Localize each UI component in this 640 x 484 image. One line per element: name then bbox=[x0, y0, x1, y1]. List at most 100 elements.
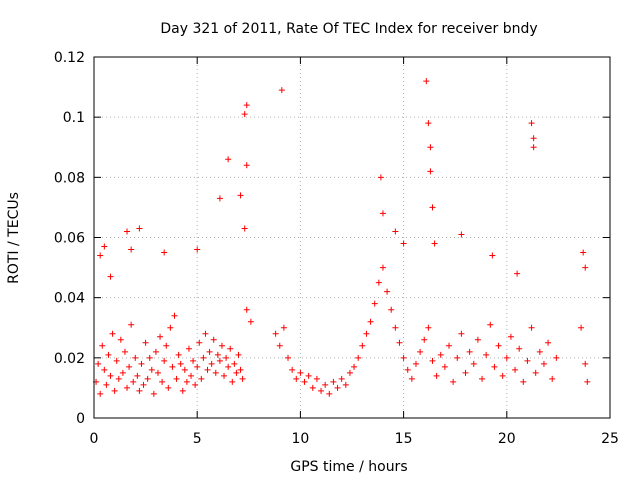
data-point bbox=[101, 243, 108, 250]
data-point bbox=[322, 381, 329, 388]
data-point bbox=[458, 231, 465, 238]
data-point bbox=[148, 366, 155, 373]
data-point bbox=[553, 354, 560, 361]
data-point bbox=[223, 354, 230, 361]
data-point bbox=[181, 366, 188, 373]
x-tick-label: 20 bbox=[498, 431, 516, 447]
data-point bbox=[285, 354, 292, 361]
data-point bbox=[530, 144, 537, 151]
data-point bbox=[99, 342, 106, 349]
data-point bbox=[417, 348, 424, 355]
data-point bbox=[388, 306, 395, 313]
y-tick-label: 0.04 bbox=[54, 291, 85, 307]
data-point bbox=[431, 240, 438, 247]
data-point bbox=[392, 228, 399, 235]
y-tick-label: 0.06 bbox=[54, 231, 85, 247]
data-point bbox=[214, 351, 221, 358]
data-point bbox=[487, 321, 494, 328]
data-point bbox=[454, 354, 461, 361]
data-point bbox=[532, 369, 539, 376]
data-point bbox=[185, 345, 192, 352]
data-point bbox=[154, 369, 161, 376]
data-point bbox=[130, 378, 137, 385]
data-point bbox=[305, 372, 312, 379]
data-point bbox=[105, 351, 112, 358]
data-point bbox=[582, 360, 589, 367]
data-point bbox=[157, 333, 164, 340]
data-point bbox=[375, 279, 382, 286]
data-point bbox=[392, 324, 399, 331]
data-point bbox=[359, 342, 366, 349]
data-point bbox=[237, 192, 244, 199]
data-point bbox=[173, 375, 180, 382]
data-point bbox=[528, 120, 535, 127]
data-point bbox=[313, 375, 320, 382]
plot-border bbox=[93, 56, 611, 419]
data-point bbox=[128, 246, 135, 253]
data-point bbox=[183, 378, 190, 385]
data-point bbox=[396, 339, 403, 346]
data-point bbox=[458, 330, 465, 337]
data-point bbox=[243, 162, 250, 169]
x-tick-label: 0 bbox=[90, 431, 99, 447]
data-point bbox=[326, 390, 333, 397]
data-point bbox=[466, 348, 473, 355]
data-point bbox=[216, 195, 223, 202]
axis-ticks: 0 0.02 0.04 0.06 0.08 0.1 0.12 0 5 10 15 20 25 bbox=[54, 50, 619, 447]
data-point bbox=[489, 252, 496, 259]
data-point bbox=[101, 366, 108, 373]
data-point bbox=[124, 384, 131, 391]
data-point bbox=[161, 249, 168, 256]
data-point bbox=[423, 78, 430, 85]
data-point bbox=[338, 375, 345, 382]
data-point bbox=[107, 372, 114, 379]
data-point bbox=[128, 321, 135, 328]
data-point bbox=[346, 369, 353, 376]
data-point bbox=[179, 387, 186, 394]
data-point bbox=[549, 375, 556, 382]
data-point bbox=[192, 381, 199, 388]
data-point bbox=[499, 372, 506, 379]
data-point bbox=[377, 174, 384, 181]
data-point bbox=[474, 336, 481, 343]
data-point bbox=[111, 387, 118, 394]
grid-lines bbox=[94, 57, 610, 418]
data-point bbox=[221, 372, 228, 379]
data-point bbox=[150, 390, 157, 397]
data-point bbox=[580, 249, 587, 256]
data-point bbox=[536, 348, 543, 355]
data-point bbox=[231, 360, 238, 367]
y-tick-label: 0 bbox=[76, 411, 85, 427]
data-point bbox=[202, 330, 209, 337]
data-point bbox=[243, 102, 250, 109]
data-point bbox=[408, 375, 415, 382]
y-tick-label: 0.1 bbox=[63, 110, 85, 126]
data-point bbox=[351, 363, 358, 370]
data-point bbox=[138, 360, 145, 367]
data-point bbox=[225, 363, 232, 370]
data-point bbox=[524, 357, 531, 364]
data-point bbox=[293, 375, 300, 382]
data-point bbox=[330, 378, 337, 385]
data-point bbox=[109, 330, 116, 337]
data-point bbox=[241, 225, 248, 232]
data-point bbox=[404, 366, 411, 373]
data-point bbox=[507, 333, 514, 340]
data-point bbox=[470, 360, 477, 367]
x-tick-label: 10 bbox=[291, 431, 309, 447]
data-point bbox=[427, 144, 434, 151]
data-point bbox=[175, 351, 182, 358]
data-point bbox=[412, 360, 419, 367]
data-point bbox=[247, 318, 254, 325]
data-point bbox=[371, 300, 378, 307]
data-point bbox=[516, 345, 523, 352]
data-point bbox=[243, 306, 250, 313]
x-tick-label: 25 bbox=[601, 431, 619, 447]
data-point bbox=[421, 336, 428, 343]
x-axis-label: GPS time / hours bbox=[290, 459, 407, 475]
data-point bbox=[584, 378, 591, 385]
y-tick-label: 0.12 bbox=[54, 50, 85, 66]
data-point bbox=[97, 390, 104, 397]
data-point bbox=[177, 360, 184, 367]
data-point bbox=[545, 339, 552, 346]
